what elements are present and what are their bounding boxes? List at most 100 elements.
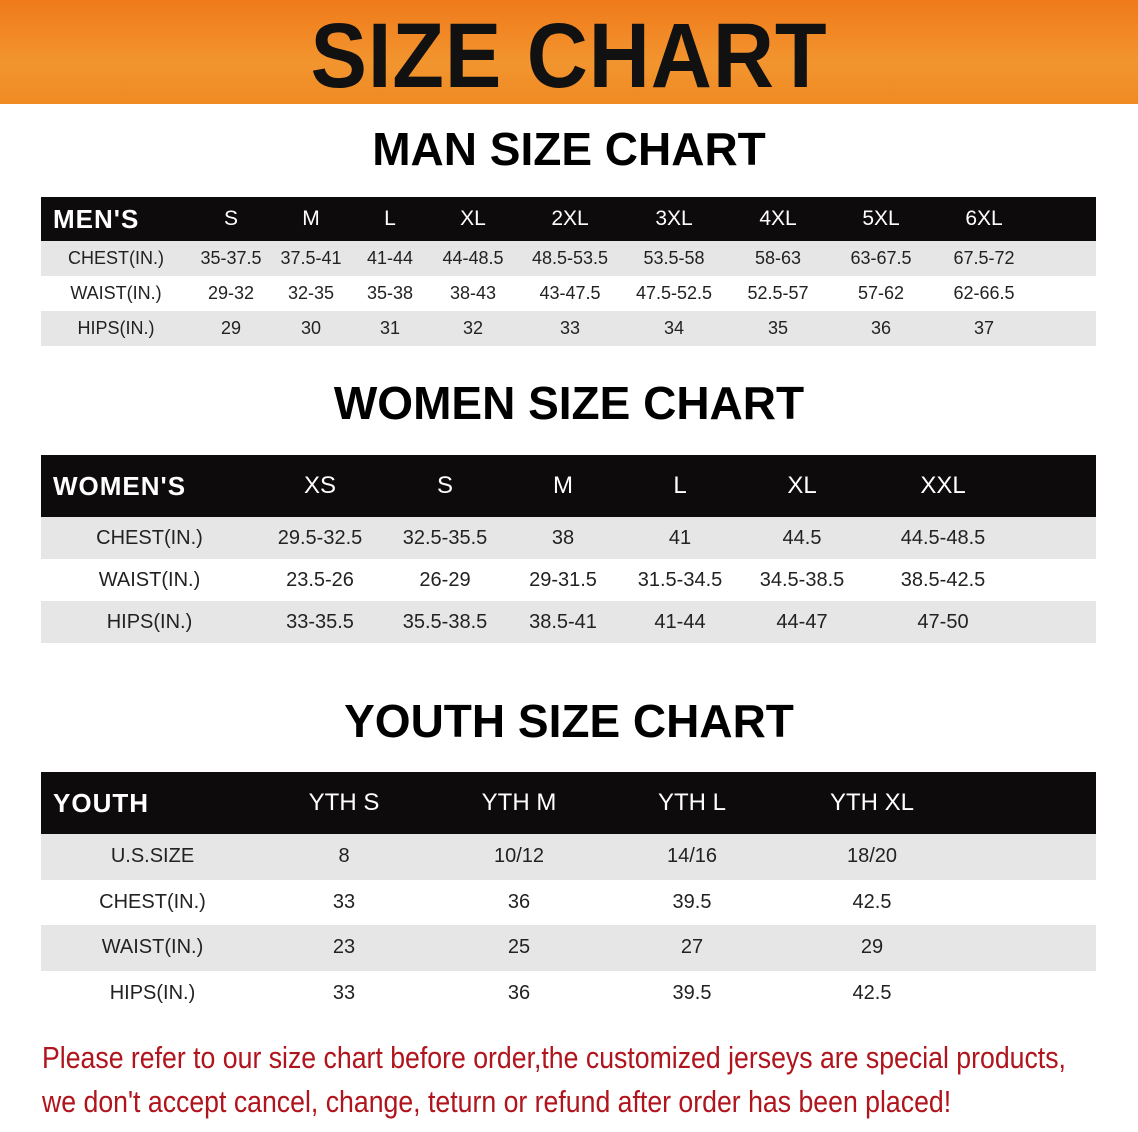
measurement-value: 47-50 [917, 610, 969, 633]
measurement-value: 32-35 [287, 283, 335, 303]
size-column-header: XL [460, 207, 486, 230]
table-header-label: WOMEN'S [53, 470, 187, 501]
measurement-label: CHEST(IN.) [99, 890, 206, 913]
measurement-value: 44.5-48.5 [900, 526, 986, 549]
size-column-header: 4XL [759, 207, 797, 230]
size-column-header: S [436, 472, 453, 499]
men-size-table: MEN'S S M L XL 2XL 3XL 4XL 5XL 6XL CHEST(IN.) 35-37… [41, 197, 1096, 346]
measurement-label: WAIST(IN.) [98, 568, 201, 591]
measurement-value: 32 [462, 318, 484, 338]
measurement-value: 36 [507, 890, 531, 913]
measurement-value: 44-47 [776, 610, 828, 633]
table-header-label: YOUTH [53, 787, 149, 818]
measurement-value: 38.5-42.5 [900, 568, 986, 591]
table-header-row: WOMEN'S XS S M L XL XXL [41, 455, 1096, 517]
women-section-title: WOMEN SIZE CHART [333, 377, 805, 429]
measurement-value: 29 [860, 936, 884, 959]
size-column-header: YTH XL [829, 789, 915, 816]
measurement-value: 29-32 [207, 283, 255, 303]
measurement-value: 57-62 [857, 283, 905, 303]
measurement-value: 32.5-35.5 [402, 526, 488, 549]
measurement-value: 30 [300, 318, 322, 338]
table-row: HIPS(IN.) 33-35.5 35.5-38.5 38.5-41 41-44 44-… [41, 601, 1096, 643]
notice-line-2: we don't accept cancel, change, teturn o… [42, 1084, 952, 1119]
measurement-value: 48.5-53.5 [531, 248, 609, 268]
measurement-value: 27 [680, 936, 704, 959]
measurement-value: 23 [332, 936, 356, 959]
measurement-value: 38.5-41 [529, 610, 597, 633]
size-column-header: L [384, 207, 396, 230]
measurement-value: 38-43 [449, 283, 497, 303]
measurement-value: 29-31.5 [529, 568, 597, 591]
size-column-header: 3XL [655, 207, 693, 230]
size-column-header: XS [303, 472, 336, 499]
measurement-value: 33 [332, 890, 356, 913]
size-column-header: S [223, 207, 238, 230]
table-row: WAIST(IN.) 23.5-26 26-29 29-31.5 31.5-34.5 34… [41, 559, 1096, 601]
measurement-value: 34.5-38.5 [759, 568, 845, 591]
measurement-value: 33 [559, 318, 581, 338]
table-header-row: MEN'S S M L XL 2XL 3XL 4XL 5XL 6XL [41, 197, 1096, 241]
measurement-value: 67.5-72 [953, 248, 1015, 268]
measurement-value: 38 [551, 526, 575, 549]
measurement-value: 33 [332, 981, 356, 1004]
measurement-value: 33-35.5 [286, 610, 354, 633]
size-column-header: 5XL [862, 207, 900, 230]
measurement-value: 29 [220, 318, 242, 338]
size-column-header: XL [787, 472, 817, 499]
size-column-header: YTH M [481, 789, 557, 816]
measurement-value: 37 [973, 318, 995, 338]
table-row: CHEST(IN.) 35-37.5 37.5-41 41-44 44-48.5 48.5… [41, 241, 1096, 276]
measurement-value: 47.5-52.5 [635, 283, 713, 303]
measurement-value: 44-48.5 [442, 248, 504, 268]
measurement-value: 36 [507, 981, 531, 1004]
measurement-value: 58-63 [754, 248, 802, 268]
measurement-label: HIPS(IN.) [109, 981, 196, 1004]
banner-title: SIZE CHART [310, 5, 828, 107]
men-section-title: MAN SIZE CHART [372, 123, 766, 175]
notice-line-1: Please refer to our size chart before or… [42, 1040, 1066, 1075]
measurement-label: U.S.SIZE [110, 845, 195, 868]
measurement-value: 35-37.5 [200, 248, 262, 268]
measurement-value: 41 [668, 526, 692, 549]
table-row: HIPS(IN.) 29 30 31 32 33 34 35 36 37 [41, 311, 1096, 346]
table-row: CHEST(IN.) 29.5-32.5 32.5-35.5 38 41 44.5 44.5… [41, 517, 1096, 559]
measurement-value: 36 [870, 318, 892, 338]
table-header-row: YOUTH YTH S YTH M YTH L YTH XL [41, 772, 1096, 834]
size-column-header: 6XL [965, 207, 1003, 230]
measurement-label: CHEST(IN.) [96, 526, 203, 549]
measurement-value: 8 [338, 845, 350, 868]
size-column-header: 2XL [551, 207, 589, 230]
measurement-value: 10/12 [493, 845, 545, 868]
measurement-label: HIPS(IN.) [106, 610, 193, 633]
measurement-value: 35-38 [366, 283, 414, 303]
measurement-value: 52.5-57 [747, 283, 809, 303]
measurement-value: 44.5 [782, 526, 822, 549]
measurement-value: 31 [379, 318, 401, 338]
measurement-value: 26-29 [419, 568, 471, 591]
size-column-header: M [553, 472, 573, 499]
measurement-value: 29.5-32.5 [277, 526, 363, 549]
table-header-label: MEN'S [53, 203, 140, 234]
measurement-value: 34 [663, 318, 685, 338]
table-row: WAIST(IN.) 23 25 27 29 [41, 925, 1096, 971]
measurement-label: CHEST(IN.) [68, 248, 164, 268]
measurement-value: 31.5-34.5 [637, 568, 723, 591]
measurement-value: 23.5-26 [286, 568, 354, 591]
table-row: HIPS(IN.) 33 36 39.5 42.5 [41, 970, 1096, 1016]
measurement-label: WAIST(IN.) [70, 283, 162, 303]
size-column-header: L [673, 472, 687, 499]
youth-section-title: YOUTH SIZE CHART [344, 695, 794, 747]
size-column-header: XXL [920, 472, 966, 499]
measurement-value: 14/16 [666, 845, 718, 868]
measurement-value: 25 [507, 936, 531, 959]
order-notice: Please refer to our size chart before or… [42, 1036, 1066, 1124]
banner: SIZE CHART [0, 0, 1138, 107]
measurement-value: 39.5 [672, 981, 712, 1004]
table-row: CHEST(IN.) 33 36 39.5 42.5 [41, 879, 1096, 925]
youth-size-table: YOUTH YTH S YTH M YTH L YTH XL U.S.SIZE 8 10/12… [41, 772, 1096, 1016]
measurement-value: 43-47.5 [539, 283, 601, 303]
measurement-label: WAIST(IN.) [101, 936, 204, 959]
measurement-value: 41-44 [654, 610, 706, 633]
measurement-value: 42.5 [852, 981, 892, 1004]
